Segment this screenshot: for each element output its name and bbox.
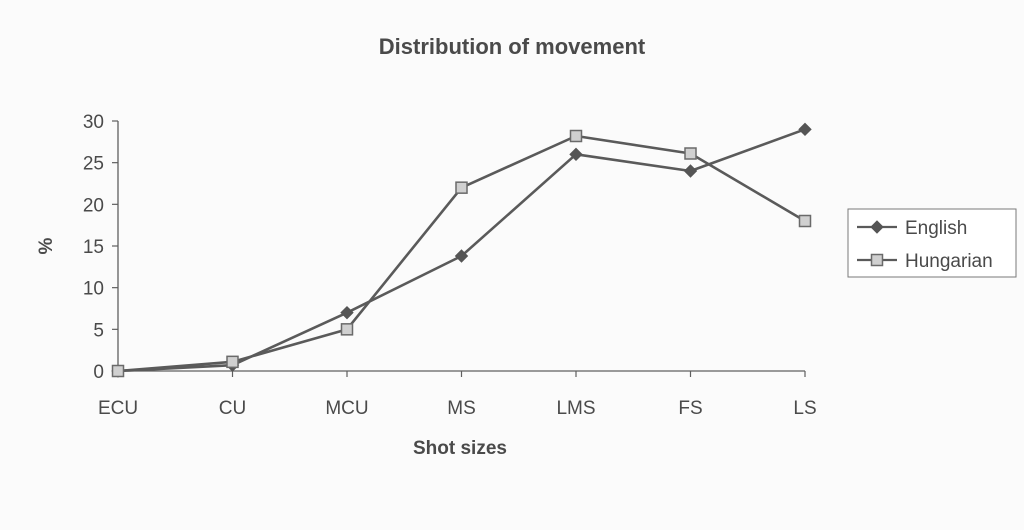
legend-label-hungarian: Hungarian	[905, 251, 993, 272]
y-tick-label: 30	[83, 112, 104, 133]
x-tick-label-ls: LS	[793, 398, 816, 419]
x-tick-label-ecu: ECU	[98, 398, 138, 419]
axes	[117, 121, 805, 372]
data-point-english-ls	[798, 122, 812, 137]
data-point-hungarian-cu	[226, 355, 239, 369]
legend-marker-english	[870, 220, 884, 234]
y-tick-label: 0	[93, 362, 104, 383]
legend: English Hungarian	[847, 208, 1017, 278]
series-layer	[111, 122, 812, 378]
legend-label-english: English	[905, 218, 967, 239]
y-tick-label: 20	[83, 195, 104, 216]
legend-item-english: English	[857, 218, 967, 239]
x-axis-label: Shot sizes	[413, 438, 507, 459]
data-point-hungarian-fs	[684, 147, 697, 160]
x-tick-label-mcu: MCU	[325, 398, 368, 419]
x-tick-label-cu: CU	[219, 398, 246, 419]
y-tick-label: 10	[83, 279, 104, 300]
legend-marker-hungarian	[870, 253, 884, 267]
series-hungarian	[111, 129, 812, 378]
chart-title: Distribution of movement	[379, 34, 646, 59]
data-point-english-mcu	[340, 305, 354, 320]
y-tick-label: 5	[93, 320, 104, 341]
data-point-hungarian-ls	[798, 214, 812, 228]
x-axis-ticks: ECU CU MCU MS LMS FS LS	[98, 371, 817, 419]
data-point-english-fs	[683, 164, 698, 178]
y-axis-ticks: 0 5 10 15 20 25 30	[83, 112, 118, 383]
x-tick-label-lms: LMS	[556, 398, 595, 419]
y-axis-label: %	[36, 237, 57, 254]
y-tick-label: 15	[83, 237, 104, 258]
data-point-hungarian-mcu	[340, 323, 354, 336]
data-point-hungarian-lms	[569, 129, 583, 143]
data-point-hungarian-ms	[455, 181, 468, 194]
data-point-english-lms	[569, 147, 583, 162]
x-tick-label-ms: MS	[447, 398, 476, 419]
y-tick-label: 25	[83, 154, 104, 175]
x-tick-label-fs: FS	[678, 398, 702, 419]
legend-item-hungarian: Hungarian	[857, 251, 993, 272]
data-point-hungarian-ecu	[111, 364, 125, 378]
data-point-english-ms	[454, 249, 469, 263]
